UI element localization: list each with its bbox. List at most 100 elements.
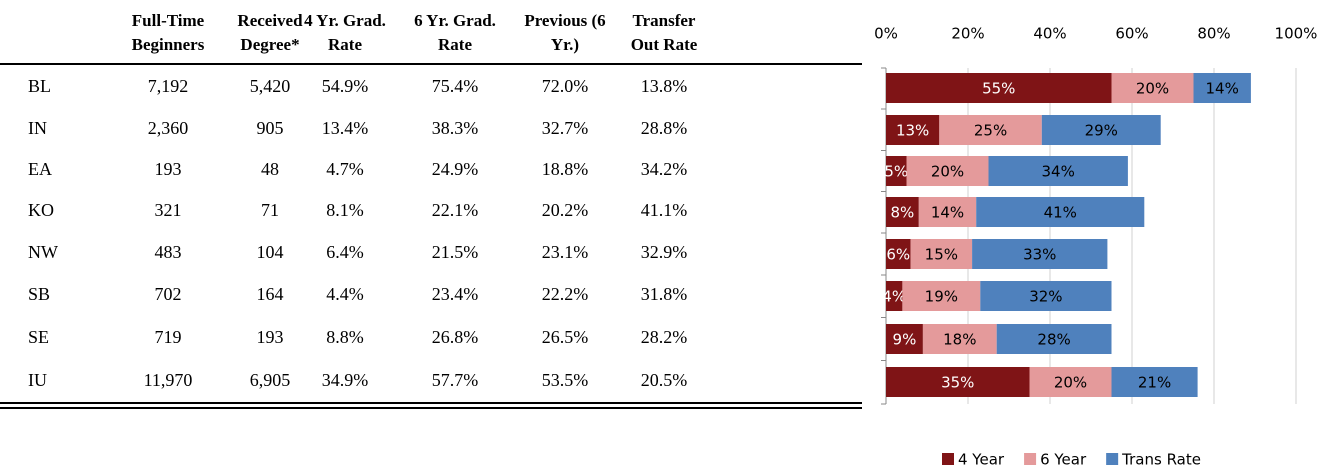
table-cell: 483 [155, 242, 182, 262]
column-header: Received [237, 11, 303, 30]
bar-segment [1029, 367, 1112, 397]
table-cell: 48 [261, 159, 279, 179]
table-cell: 321 [155, 200, 182, 220]
table-cell: 54.9% [322, 76, 369, 96]
table-cell: 24.9% [432, 159, 479, 179]
table-cell: 28.2% [641, 327, 688, 347]
table-cell: 32.7% [542, 118, 589, 138]
bar-segment [886, 367, 1030, 397]
table-cell: 13.4% [322, 118, 369, 138]
column-header: Yr.) [551, 35, 579, 54]
bar-segment [886, 115, 940, 145]
table-cell: 34.2% [641, 159, 688, 179]
table-cell: 719 [155, 327, 182, 347]
row-label: IU [28, 370, 47, 390]
legend-swatch [942, 453, 954, 465]
table-cell: 11,970 [144, 370, 193, 390]
table-cell: 5,420 [250, 76, 291, 96]
bar-segment [886, 324, 923, 354]
row-label: EA [28, 159, 52, 179]
data-label: 29% [1085, 122, 1118, 140]
column-header: Beginners [132, 35, 205, 54]
bar-segment [988, 156, 1128, 186]
bar-segment [910, 239, 973, 269]
table-cell: 75.4% [432, 76, 479, 96]
table-cell: 41.1% [641, 200, 688, 220]
bar-segment [980, 281, 1112, 311]
table-cell: 34.9% [322, 370, 369, 390]
bar-segment [886, 156, 907, 186]
column-header: Full-Time [132, 11, 205, 30]
data-label: 19% [925, 288, 958, 306]
table-cell: 13.8% [641, 76, 688, 96]
legend-label: 4 Year [958, 451, 1005, 469]
table-cell: 7,192 [148, 76, 189, 96]
table-cell: 2,360 [148, 118, 189, 138]
column-header: Previous (6 [524, 11, 605, 30]
row-label: SB [28, 284, 50, 304]
table-cell: 164 [257, 284, 284, 304]
bar-segment [972, 239, 1108, 269]
data-label: 41% [1044, 204, 1077, 222]
bar-segment [1111, 73, 1194, 103]
x-tick-label: 60% [1115, 25, 1148, 43]
table-cell: 57.7% [432, 370, 479, 390]
bar-segment [922, 324, 997, 354]
data-label: 55% [982, 80, 1015, 98]
data-label: 4% [882, 288, 906, 306]
table-cell: 22.1% [432, 200, 479, 220]
data-label: 8% [891, 204, 915, 222]
table-cell: 20.5% [641, 370, 688, 390]
table-cell: 32.9% [641, 242, 688, 262]
data-label: 21% [1138, 374, 1171, 392]
bar-segment [902, 281, 981, 311]
legend-swatch [1024, 453, 1037, 465]
data-label: 20% [1136, 80, 1169, 98]
bar-segment [886, 197, 919, 227]
table-cell: 702 [155, 284, 182, 304]
data-label: 34% [1042, 163, 1075, 181]
table-cell: 18.8% [542, 159, 589, 179]
bar-segment [886, 73, 1112, 103]
table-cell: 6.4% [326, 242, 364, 262]
data-label: 33% [1023, 246, 1056, 264]
table-cell: 193 [155, 159, 182, 179]
table-cell: 72.0% [542, 76, 589, 96]
column-header: Degree* [240, 35, 299, 54]
bar-segment [976, 197, 1145, 227]
table-cell: 53.5% [542, 370, 589, 390]
table-cell: 905 [257, 118, 284, 138]
column-header: Rate [438, 35, 472, 54]
x-tick-label: 0% [874, 25, 898, 43]
table-cell: 104 [257, 242, 284, 262]
table-cell: 8.1% [326, 200, 364, 220]
row-label: BL [28, 76, 51, 96]
data-label: 6% [886, 246, 910, 264]
x-tick-label: 20% [951, 25, 984, 43]
row-label: NW [28, 242, 58, 262]
row-label: SE [28, 327, 49, 347]
data-label: 35% [941, 374, 974, 392]
data-label: 9% [893, 331, 917, 349]
column-header: Transfer [633, 11, 696, 30]
bar-segment [1193, 73, 1251, 103]
row-label: IN [28, 118, 47, 138]
table-cell: 6,905 [250, 370, 291, 390]
table-cell: 21.5% [432, 242, 479, 262]
data-label: 20% [1054, 374, 1087, 392]
table-cell: 4.7% [326, 159, 364, 179]
bar-segment [1111, 367, 1198, 397]
table-cell: 26.8% [432, 327, 479, 347]
bar-segment [886, 281, 903, 311]
data-label: 5% [884, 163, 908, 181]
column-header: Out Rate [631, 35, 698, 54]
table-cell: 31.8% [641, 284, 688, 304]
x-tick-label: 100% [1275, 25, 1318, 43]
data-label: 18% [943, 331, 976, 349]
bar-segment [1041, 115, 1161, 145]
bar-segment [918, 197, 977, 227]
data-label: 13% [896, 122, 929, 140]
table-cell: 23.4% [432, 284, 479, 304]
table-cell: 22.2% [542, 284, 589, 304]
